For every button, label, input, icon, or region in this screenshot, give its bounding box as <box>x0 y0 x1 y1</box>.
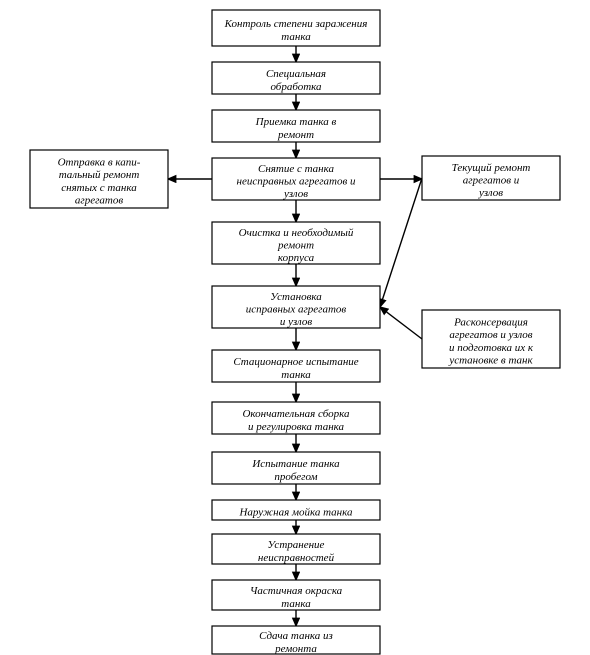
flow-node-s1: Отправка в капи-тальный ремонтснятых с т… <box>30 150 168 208</box>
flow-edge <box>380 307 422 339</box>
flow-node-label: Контроль степени заражения <box>224 18 368 30</box>
flow-node-label: танка <box>281 369 311 381</box>
flow-node-label: Сдача танка из <box>259 630 333 642</box>
flow-node-label: корпуса <box>278 252 315 264</box>
flow-node-label: агрегатов <box>75 195 123 207</box>
flow-node-label: узлов <box>283 188 308 200</box>
flow-node-n13: Сдача танка изремонта <box>212 626 380 655</box>
flow-node-label: Очистка и необходимый <box>239 227 354 239</box>
flow-node-label: танка <box>281 598 311 610</box>
flow-node-n2: Специальнаяобработка <box>212 62 380 94</box>
flow-node-label: установке в танк <box>448 355 533 367</box>
flow-node-label: тальный ремонт <box>59 169 140 181</box>
flow-node-n1: Контроль степени заражениятанка <box>212 10 380 46</box>
flowchart: Контроль степени заражениятанкаСпециальн… <box>0 0 590 655</box>
flow-node-n9: Испытание танкапробегом <box>212 452 380 484</box>
flow-node-label: и регулировка танка <box>248 421 345 433</box>
flow-node-label: узлов <box>478 187 503 199</box>
flow-node-label: неисправностей <box>258 552 335 564</box>
flow-node-n4: Снятие с танканеисправных агрегатов иузл… <box>212 158 380 200</box>
flow-node-label: Устранение <box>268 539 325 551</box>
flow-node-label: Частичная окраска <box>250 585 343 597</box>
flow-node-label: танка <box>281 31 311 43</box>
flow-node-n6: Установкаисправных агрегатови узлов <box>212 286 380 328</box>
flow-edge <box>380 178 422 307</box>
flow-node-label: Специальная <box>266 68 326 80</box>
flow-node-s3: Расконсервацияагрегатов и узлови подгото… <box>422 310 560 368</box>
flow-node-label: и узлов <box>280 316 312 328</box>
flow-node-label: Испытание танка <box>251 458 340 470</box>
flow-node-label: агрегатов и узлов <box>449 329 532 341</box>
flow-node-s2: Текущий ремонтагрегатов иузлов <box>422 156 560 200</box>
flow-node-label: Приемка танка в <box>255 116 337 128</box>
flow-node-n3: Приемка танка времонт <box>212 110 380 142</box>
flow-node-label: Стационарное испытание <box>233 356 358 368</box>
flow-node-label: Окончательная сборка <box>242 408 350 420</box>
flow-node-label: Установка <box>270 291 322 303</box>
flow-node-label: Расконсервация <box>453 317 528 329</box>
flow-node-label: Снятие с танка <box>258 163 335 175</box>
flow-node-label: пробегом <box>274 471 317 483</box>
flow-node-n10: Наружная мойка танка <box>212 500 380 520</box>
flow-node-n12: Частичная окраскатанка <box>212 580 380 610</box>
flow-node-n5: Очистка и необходимыйремонткорпуса <box>212 222 380 264</box>
flow-node-label: Наружная мойка танка <box>238 507 353 519</box>
flow-node-label: Текущий ремонт <box>452 162 531 174</box>
flow-node-label: Отправка в капи- <box>58 157 141 169</box>
flow-node-label: агрегатов и <box>463 175 520 187</box>
flow-node-label: неисправных агрегатов и <box>237 176 356 188</box>
flow-node-label: ремонта <box>274 643 317 655</box>
flow-node-n11: Устранениенеисправностей <box>212 534 380 564</box>
flow-node-label: ремонт <box>277 129 314 141</box>
flow-node-label: и подготовка их к <box>449 342 534 354</box>
flow-node-label: ремонт <box>277 240 314 252</box>
flow-node-label: снятых с танка <box>61 182 137 194</box>
flow-node-label: исправных агрегатов <box>246 304 347 316</box>
flow-node-n7: Стационарное испытаниетанка <box>212 350 380 382</box>
flow-node-n8: Окончательная сборкаи регулировка танка <box>212 402 380 434</box>
flow-node-label: обработка <box>270 81 322 93</box>
